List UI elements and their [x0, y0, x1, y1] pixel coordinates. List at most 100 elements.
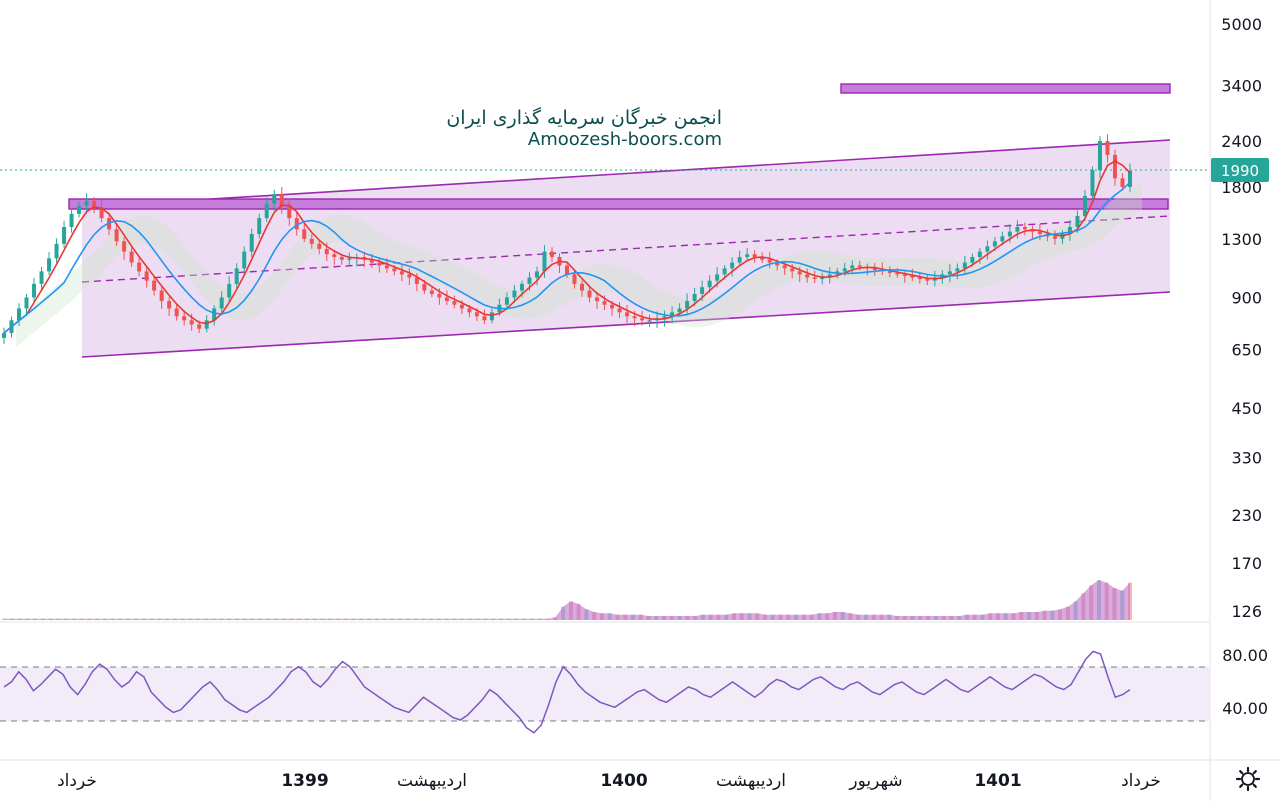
candle: [1120, 173, 1125, 191]
candle: [152, 275, 157, 296]
candle: [767, 252, 772, 269]
candle: [429, 286, 434, 298]
time-axis[interactable]: خرداد 1399 اردیبهشت 1400 اردیبهشت شهریور 1401 خ…: [57, 771, 1161, 791]
candle: [1112, 149, 1117, 186]
time-tick-label: اردیبهشت: [716, 771, 786, 791]
candle: [805, 268, 810, 283]
candle: [745, 247, 750, 262]
gear-icon[interactable]: [1235, 766, 1261, 792]
candle: [99, 200, 104, 223]
candle: [347, 252, 352, 266]
candlesticks: [2, 134, 1132, 344]
target-zone-rect[interactable]: [840, 83, 1171, 94]
candle: [1128, 163, 1132, 192]
candle: [1082, 190, 1087, 222]
candle: [317, 239, 322, 255]
candle: [625, 304, 630, 323]
candle: [399, 264, 404, 282]
candle: [444, 290, 449, 305]
candle: [670, 306, 675, 324]
rsi-line: [3, 650, 1131, 734]
candle: [122, 237, 127, 260]
candle: [174, 303, 179, 321]
price-axis[interactable]: 5000 3400 2400 1800 1300 900 650 450 330 230 170 12…: [1221, 15, 1262, 621]
price-tick-label: 170: [1231, 554, 1262, 573]
resistance-zone-rect[interactable]: [68, 198, 1169, 210]
candle: [902, 270, 907, 283]
channel-upper-line[interactable]: [81, 139, 1171, 208]
candle: [752, 250, 757, 263]
time-tick-label: خرداد: [57, 771, 97, 791]
candle: [249, 228, 254, 257]
candle: [212, 305, 217, 326]
candle: [1052, 230, 1057, 245]
candle: [279, 187, 284, 214]
watermark-title: انجمن خبرگان سرمایه گذاری ایران: [446, 106, 722, 129]
candle: [452, 295, 457, 309]
price-tick-label: 230: [1231, 506, 1262, 525]
candle: [1090, 166, 1095, 200]
candle: [730, 257, 735, 277]
candle: [302, 223, 307, 243]
rsi-tick-label: 40.00: [1222, 699, 1268, 718]
channel-lower-line[interactable]: [81, 291, 1171, 358]
candle: [309, 234, 314, 249]
price-tick-label: 3400: [1221, 77, 1262, 96]
candle: [167, 296, 172, 317]
rsi-band-fill: [0, 667, 1210, 721]
candle: [294, 211, 299, 236]
candle: [84, 193, 89, 214]
price-tick-label: 2400: [1221, 132, 1262, 151]
candle: [137, 256, 142, 277]
rsi-axis[interactable]: 80.00 40.00: [1222, 646, 1268, 718]
candle: [962, 255, 967, 274]
price-tick-label: 900: [1231, 288, 1262, 307]
candle: [617, 302, 622, 318]
candle: [272, 189, 277, 211]
candle: [580, 280, 585, 297]
candle: [504, 292, 509, 309]
candle: [47, 252, 52, 275]
candle: [512, 285, 517, 303]
candle: [257, 213, 262, 239]
candle: [482, 309, 487, 325]
candle: [2, 327, 6, 344]
time-tick-label: شهریور: [848, 771, 902, 791]
time-tick-label: 1399: [281, 771, 328, 791]
current-price-tag: 1990: [1211, 158, 1269, 182]
current-price-value: 1990: [1221, 162, 1259, 180]
candle: [685, 293, 690, 315]
candle: [872, 263, 877, 276]
candle: [1022, 222, 1027, 236]
candle: [917, 271, 922, 284]
candle: [812, 270, 817, 284]
candle: [1015, 220, 1020, 239]
candle: [587, 285, 592, 303]
candle: [92, 197, 97, 214]
candle: [887, 266, 892, 278]
price-tick-label: 1300: [1221, 230, 1262, 249]
candle: [32, 277, 37, 303]
time-tick-label: اردیبهشت: [397, 771, 467, 791]
price-tick-label: 650: [1231, 340, 1262, 359]
candle: [54, 238, 59, 263]
candle: [827, 267, 832, 284]
candle: [1097, 136, 1102, 178]
candle: [1067, 220, 1072, 241]
watermark-url: Amoozesh-boors.com: [528, 129, 722, 150]
candle: [69, 208, 74, 233]
candle: [850, 260, 855, 275]
rsi-tick-label: 80.00: [1222, 646, 1268, 665]
candle: [549, 247, 554, 262]
candle: [219, 291, 224, 315]
price-tick-label: 1800: [1221, 178, 1262, 197]
moving-average-fast: [3, 160, 1131, 334]
price-tick-label: 126: [1231, 602, 1262, 621]
candle: [947, 264, 952, 283]
candle: [24, 293, 29, 317]
candle: [1037, 224, 1042, 241]
candle: [332, 249, 337, 265]
candle: [234, 263, 239, 290]
cloud-area: [16, 181, 1142, 347]
